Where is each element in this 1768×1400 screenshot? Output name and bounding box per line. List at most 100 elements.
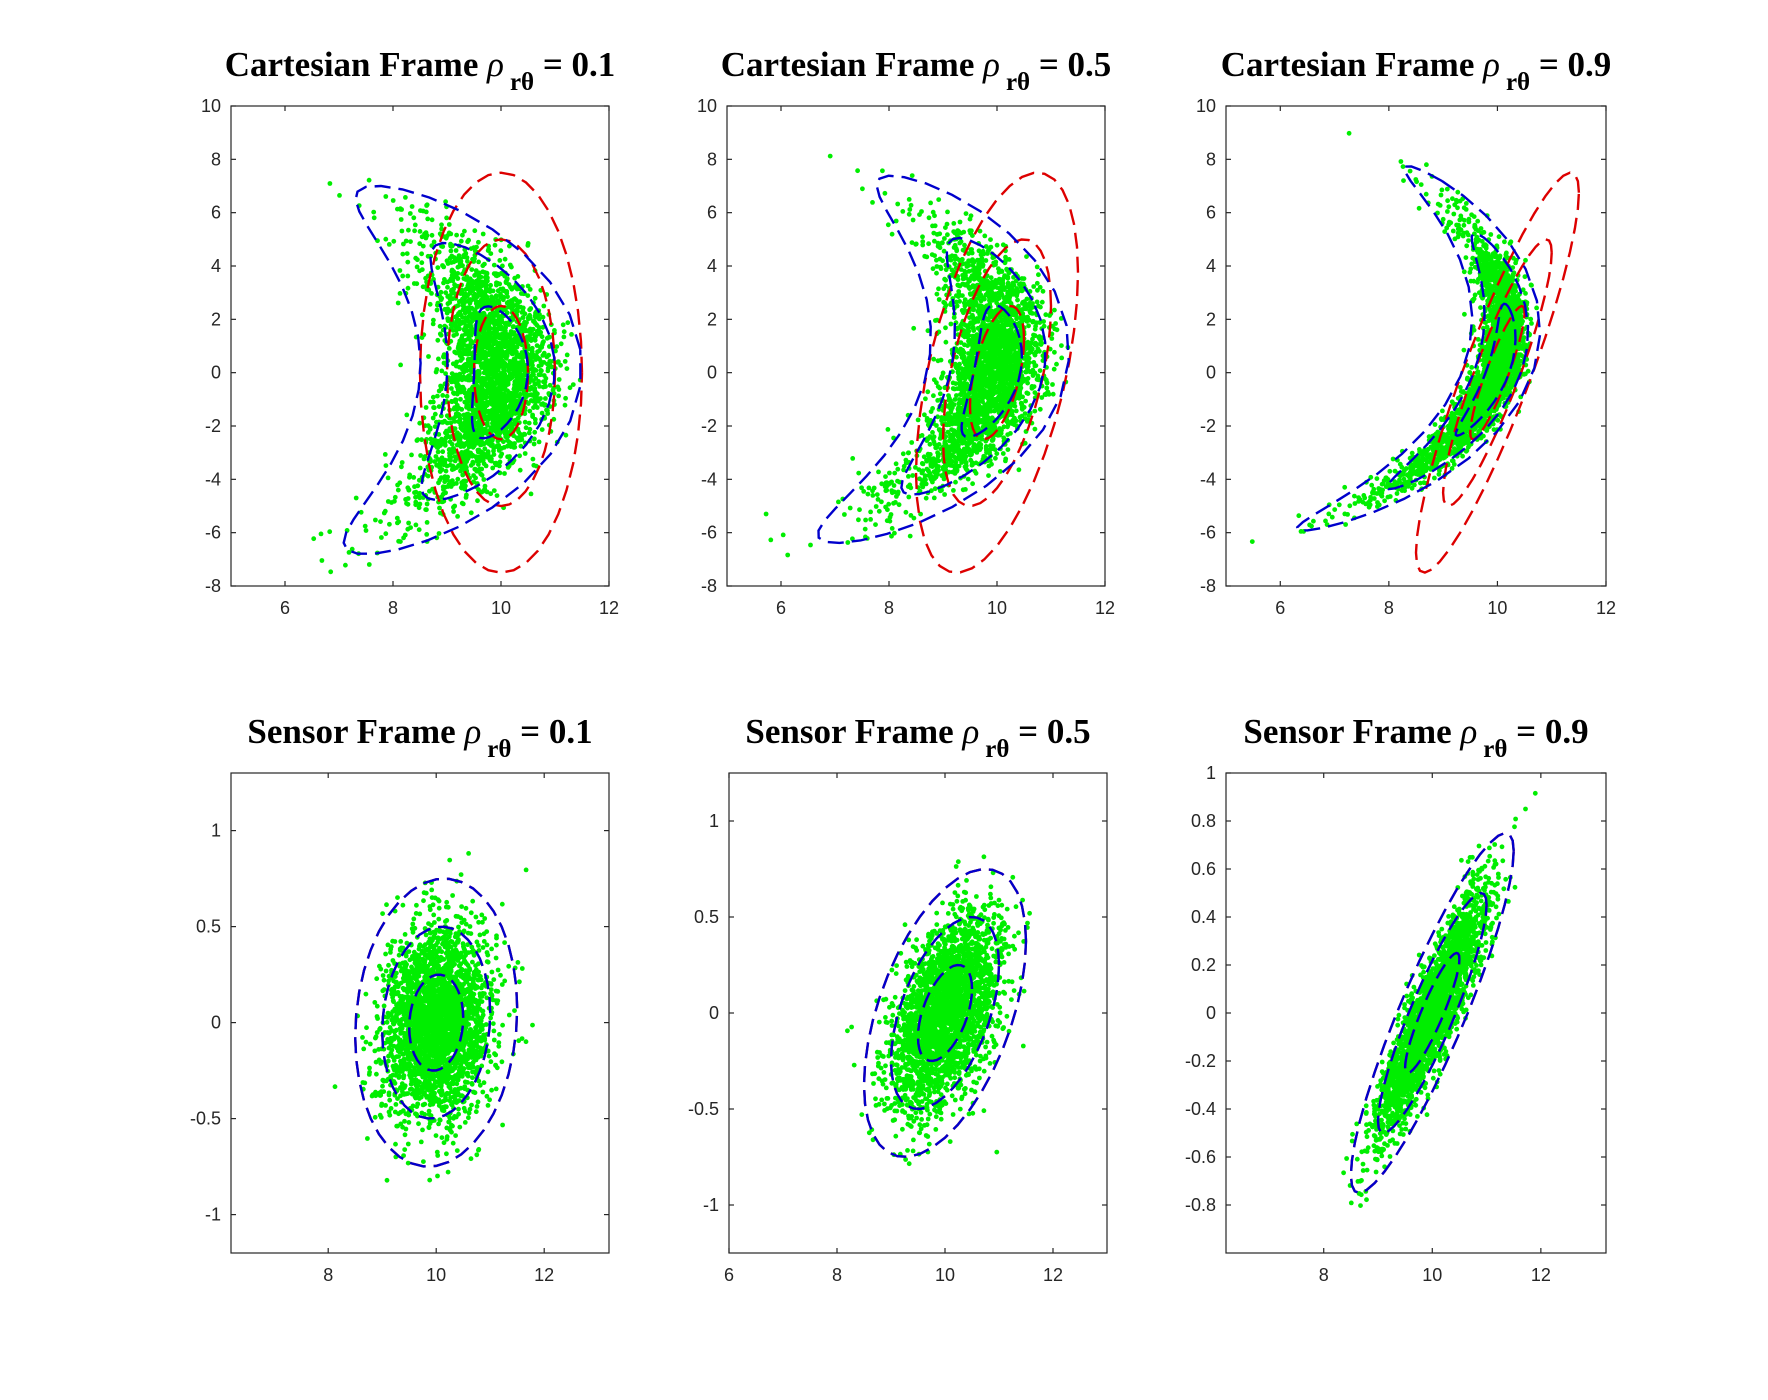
data-point (441, 360, 447, 366)
data-point (466, 305, 472, 311)
data-point (465, 298, 471, 304)
y-tick-label: 0 (211, 363, 221, 383)
data-point (926, 215, 932, 221)
data-point (461, 276, 467, 281)
data-point (512, 387, 518, 393)
data-point (488, 491, 494, 497)
data-point (419, 267, 425, 272)
data-point (366, 562, 372, 567)
data-point (1024, 419, 1030, 424)
data-point (529, 351, 535, 357)
data-point (514, 373, 520, 378)
data-point (431, 239, 437, 245)
data-point (473, 295, 479, 300)
data-point (512, 356, 518, 362)
data-point (502, 471, 507, 476)
data-point (483, 283, 489, 288)
data-point (500, 384, 506, 390)
data-point (477, 346, 483, 352)
data-point (1032, 326, 1038, 332)
data-point (564, 352, 570, 358)
data-point (958, 230, 964, 236)
data-point (540, 342, 545, 347)
data-point (434, 462, 439, 468)
contour-line (420, 241, 556, 502)
data-point (467, 444, 472, 450)
data-point (425, 473, 431, 479)
data-point (563, 432, 569, 438)
data-point (482, 388, 487, 394)
data-point (857, 507, 862, 513)
data-point (444, 393, 450, 399)
data-point (404, 251, 410, 256)
data-point (498, 376, 504, 382)
data-point (481, 477, 487, 482)
data-point (445, 301, 451, 307)
data-point (943, 225, 948, 231)
data-point (530, 398, 536, 404)
data-point (962, 242, 967, 248)
data-point (932, 238, 937, 244)
data-point (444, 233, 450, 239)
data-point (430, 321, 436, 327)
data-point (394, 515, 400, 521)
data-point (502, 256, 508, 262)
data-point (473, 301, 479, 306)
data-point (452, 419, 458, 424)
data-point (540, 314, 546, 320)
data-point (530, 414, 535, 419)
data-point (907, 207, 913, 212)
data-point (906, 474, 911, 479)
data-point (956, 289, 962, 294)
data-point (958, 346, 963, 352)
data-point (404, 412, 410, 418)
data-point (1037, 368, 1043, 373)
data-point (473, 412, 479, 418)
data-point (989, 461, 994, 467)
data-point (460, 232, 465, 238)
data-point (381, 510, 387, 516)
data-point (435, 449, 441, 455)
data-point (1052, 349, 1057, 355)
data-point (488, 458, 493, 463)
data-point (956, 294, 961, 299)
data-point (395, 206, 400, 212)
data-point (952, 397, 958, 402)
data-point (928, 200, 933, 206)
data-point (909, 440, 915, 445)
data-point (925, 328, 931, 334)
data-point (936, 197, 942, 203)
data-point (445, 279, 450, 285)
data-point (934, 291, 940, 297)
data-point (528, 491, 534, 497)
data-point (448, 420, 454, 426)
data-point (397, 291, 403, 296)
data-point (1031, 284, 1037, 289)
data-point (482, 410, 487, 416)
data-point (942, 236, 947, 241)
data-point (931, 393, 936, 399)
data-point (555, 359, 560, 365)
data-point (533, 321, 538, 326)
data-point (435, 393, 440, 399)
data-point (439, 436, 444, 442)
data-point (1003, 254, 1008, 260)
data-point (533, 420, 538, 426)
data-point (540, 401, 546, 407)
data-point (545, 335, 551, 340)
data-point (491, 361, 497, 366)
data-point (470, 444, 476, 450)
data-point (845, 540, 851, 545)
data-point (450, 328, 456, 333)
data-point (882, 484, 888, 489)
data-point (543, 376, 549, 381)
data-point (478, 430, 483, 436)
data-point (959, 460, 964, 465)
data-point (923, 396, 928, 402)
data-point (938, 266, 944, 272)
data-point (970, 263, 976, 268)
data-point (519, 350, 525, 355)
data-point (514, 302, 519, 308)
data-point (527, 408, 533, 414)
data-point (506, 299, 511, 305)
